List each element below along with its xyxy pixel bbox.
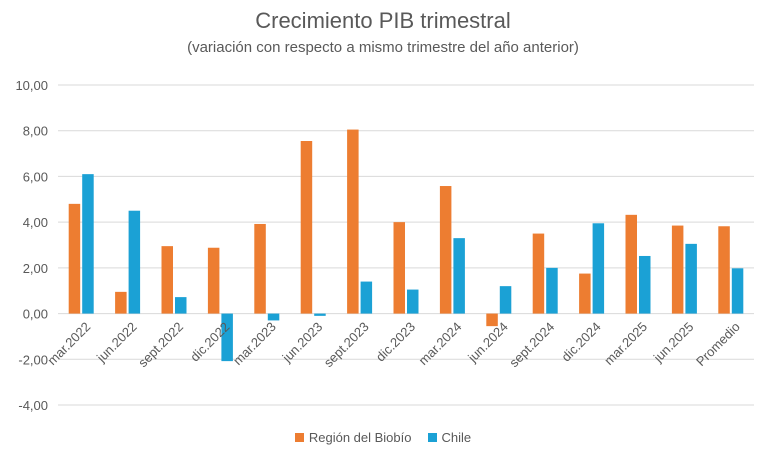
legend: Región del Biobío Chile bbox=[0, 430, 766, 445]
bar bbox=[592, 223, 605, 314]
bar bbox=[207, 247, 220, 314]
bar bbox=[314, 313, 326, 316]
y-tick-label: -4,00 bbox=[18, 398, 48, 413]
y-tick-label: 10,00 bbox=[15, 78, 48, 93]
bar bbox=[161, 246, 173, 314]
bar bbox=[221, 313, 233, 362]
bar bbox=[486, 313, 498, 327]
x-tick-label: Promedio bbox=[693, 319, 743, 369]
bar bbox=[532, 233, 545, 314]
bar bbox=[639, 255, 651, 314]
x-tick-label: jun.2022 bbox=[93, 319, 140, 366]
chart-subtitle: (variación con respecto a mismo trimestr… bbox=[187, 39, 579, 56]
bar bbox=[175, 297, 187, 314]
bar bbox=[546, 267, 558, 314]
bar bbox=[453, 238, 465, 314]
y-tick-label: 0,00 bbox=[23, 307, 48, 322]
bar bbox=[407, 289, 419, 314]
bar bbox=[360, 281, 373, 314]
bar bbox=[347, 129, 359, 314]
bar bbox=[579, 273, 591, 314]
bar bbox=[68, 203, 81, 314]
bar bbox=[82, 174, 94, 314]
bar bbox=[718, 226, 730, 314]
legend-swatch-biobio bbox=[294, 433, 304, 442]
y-tick-label: 4,00 bbox=[23, 215, 48, 230]
legend-label-chile: Chile bbox=[441, 430, 472, 445]
x-tick-label: jun.2023 bbox=[279, 319, 326, 366]
bar bbox=[685, 243, 697, 314]
x-tick-label: mar.2025 bbox=[601, 319, 650, 368]
bar bbox=[300, 141, 313, 314]
x-tick-label: dic.2024 bbox=[558, 319, 603, 364]
x-tick-label: mar.2022 bbox=[44, 319, 93, 368]
x-tick-label: mar.2024 bbox=[416, 319, 465, 368]
x-tick-label: sept.2023 bbox=[321, 319, 372, 370]
bar bbox=[267, 313, 280, 321]
legend-label-biobio: Región del Biobío bbox=[308, 430, 412, 445]
bar bbox=[254, 223, 266, 314]
bar bbox=[393, 222, 405, 314]
bar bbox=[128, 210, 141, 314]
x-tick-label: dic.2023 bbox=[373, 319, 418, 364]
x-tick-label: sept.2022 bbox=[135, 319, 186, 370]
legend-item-chile: Chile bbox=[427, 430, 472, 445]
bar bbox=[115, 291, 127, 314]
bar bbox=[731, 268, 744, 314]
bar bbox=[439, 186, 452, 314]
y-tick-label: 8,00 bbox=[23, 124, 48, 139]
legend-item-biobio: Región del Biobío bbox=[294, 430, 412, 445]
bar bbox=[499, 286, 512, 314]
chart-title: Crecimiento PIB trimestral bbox=[255, 8, 511, 33]
y-tick-label: -2,00 bbox=[18, 352, 48, 367]
bar bbox=[625, 214, 637, 314]
x-tick-label: mar.2023 bbox=[230, 319, 279, 368]
y-tick-label: 2,00 bbox=[23, 261, 48, 276]
bar bbox=[671, 225, 684, 314]
x-tick-label: sept.2024 bbox=[506, 319, 557, 370]
legend-swatch-chile bbox=[427, 433, 437, 442]
x-tick-label: jun.2025 bbox=[650, 319, 697, 366]
y-tick-label: 6,00 bbox=[23, 169, 48, 184]
